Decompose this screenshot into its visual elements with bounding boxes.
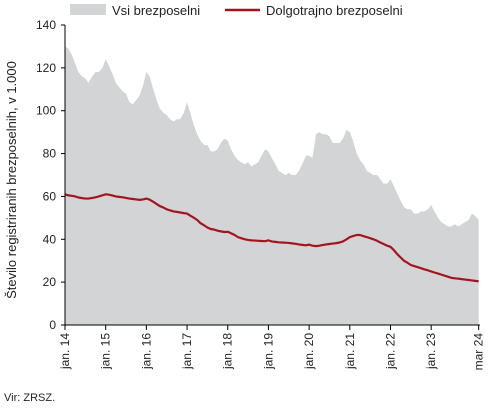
x-tick-label: jan. 19	[261, 333, 275, 370]
x-tick-label: jan. 20	[302, 333, 316, 370]
x-tick-label: jan. 17	[180, 333, 194, 370]
y-axis-label: Število registriranih brezposelnih, v 1.…	[4, 61, 19, 299]
x-tick-label: mar 24	[472, 333, 486, 371]
y-tick-label: 80	[43, 147, 57, 161]
legend: Vsi brezposelni Dolgotrajno brezposelni	[70, 3, 403, 18]
y-tick-label: 40	[43, 232, 57, 246]
series-area-vsi-brezposelni	[65, 46, 479, 326]
y-tick-label: 140	[36, 18, 56, 32]
x-tick-label: jan. 21	[343, 333, 357, 370]
line-layer	[64, 193, 479, 283]
x-tick-label: jan. 23	[424, 333, 438, 370]
x-tick-label: jan. 18	[221, 333, 235, 370]
x-tick-label: jan. 14	[58, 333, 72, 370]
legend-swatch-vsi-brezposelni	[70, 4, 106, 15]
x-tick-label: jan. 22	[383, 333, 397, 370]
axes: 0 20 40 60 80 100 120 140 jan. 14 jan. 15 jan. 16 j…	[36, 18, 486, 370]
source-note: Vir: ZRSZ.	[4, 392, 56, 404]
series-line-dolgotrajno-brezposelni	[64, 193, 479, 283]
y-tick-label: 0	[49, 318, 56, 332]
area-layer	[65, 46, 479, 326]
y-tick-label: 100	[36, 104, 56, 118]
legend-label-dolgotrajno-brezposelni: Dolgotrajno brezposelni	[266, 3, 403, 18]
x-tick-label: jan. 16	[139, 333, 153, 370]
y-tick-label: 120	[36, 61, 56, 75]
legend-label-vsi-brezposelni: Vsi brezposelni	[112, 3, 200, 18]
x-tick-label: jan. 15	[99, 333, 113, 370]
y-tick-label: 20	[43, 275, 57, 289]
y-tick-label: 60	[43, 189, 57, 203]
